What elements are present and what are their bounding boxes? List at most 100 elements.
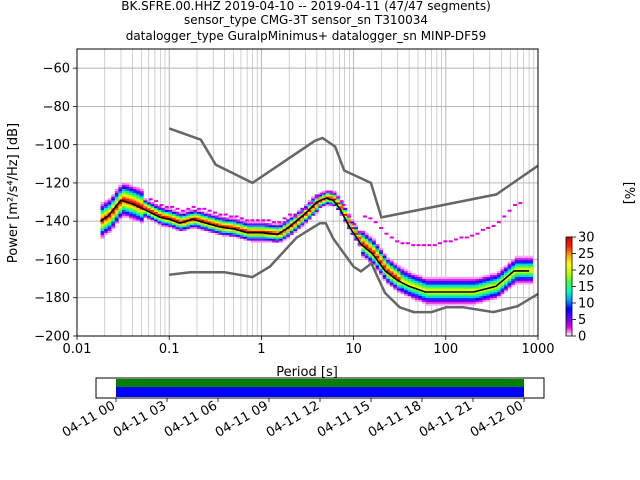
y-tick-label: −200 <box>34 330 70 345</box>
heatmap-cell <box>100 207 105 211</box>
heatmap-outlier <box>518 202 523 205</box>
heatmap-cell <box>479 282 483 285</box>
heatmap-cell <box>386 270 391 274</box>
heatmap-cell <box>229 217 233 220</box>
heatmap-cell <box>200 215 205 218</box>
heatmap-cell <box>489 278 494 281</box>
heatmap-cell <box>107 207 112 211</box>
heatmap-cell <box>454 293 458 297</box>
heatmap-cell <box>211 219 216 222</box>
heatmap-cell <box>386 265 391 268</box>
heatmap-cell <box>396 272 401 276</box>
heatmap-cell <box>136 207 141 211</box>
heatmap-cell <box>479 284 483 287</box>
heatmap-cell <box>439 288 444 291</box>
heatmap-cell <box>429 290 433 293</box>
heatmap-cell <box>111 215 116 218</box>
heatmap-outlier <box>298 211 303 214</box>
heatmap-cell <box>361 246 366 249</box>
heatmap-cell <box>418 299 423 302</box>
heatmap-cell <box>179 213 183 216</box>
heatmap-cell <box>521 265 526 268</box>
heatmap-cell <box>154 209 158 212</box>
heatmap-outlier <box>427 244 432 247</box>
heatmap-cell <box>236 221 241 224</box>
heatmap-cell <box>150 217 155 220</box>
heatmap-cell <box>232 232 237 235</box>
heatmap-cell <box>254 226 258 230</box>
heatmap-cell <box>382 253 387 256</box>
heatmap-cell <box>107 203 112 207</box>
heatmap-cell <box>250 225 255 228</box>
heatmap-cell <box>232 223 237 226</box>
heatmap-cell <box>364 238 369 241</box>
heatmap-cell <box>496 295 501 299</box>
heatmap-cell <box>443 299 448 302</box>
heatmap-cell <box>125 209 130 212</box>
x-tick-label: 1 <box>257 342 265 357</box>
heatmap-cell <box>361 247 366 251</box>
heatmap-cell <box>479 276 483 279</box>
heatmap-cell <box>286 230 291 233</box>
heatmap-cell <box>114 211 119 214</box>
heatmap-cell <box>279 223 283 226</box>
heatmap-cell <box>293 230 298 233</box>
heatmap-cell <box>379 259 383 262</box>
heatmap-cell <box>396 276 401 279</box>
heatmap-cell <box>286 236 291 239</box>
colorbar-label: [%] <box>621 182 636 205</box>
heatmap-cell <box>486 293 491 297</box>
heatmap-cell <box>182 217 187 220</box>
heatmap-cell <box>207 221 212 224</box>
heatmap-cell <box>514 267 519 270</box>
heatmap-cell <box>468 293 473 297</box>
heatmap-cell <box>250 238 255 241</box>
noise-model-high <box>168 127 539 219</box>
heatmap-cell <box>168 207 173 211</box>
heatmap-cell <box>229 221 233 224</box>
heatmap-cell <box>364 236 369 239</box>
heatmap-cell <box>168 217 173 220</box>
heatmap-cell <box>161 225 166 228</box>
heatmap-cell <box>468 295 473 299</box>
heatmap-outlier <box>405 242 410 245</box>
heatmap-cell <box>332 194 337 197</box>
heatmap-cell <box>457 282 462 285</box>
heatmap-cell <box>214 219 219 222</box>
heatmap-cell <box>150 219 155 222</box>
heatmap-cell <box>500 267 505 270</box>
heatmap-cell <box>364 257 369 260</box>
heatmap-cell <box>454 301 458 304</box>
heatmap-cell <box>268 226 273 230</box>
heatmap-cell <box>496 293 501 297</box>
heatmap-cell <box>429 288 433 291</box>
heatmap-cell <box>257 223 262 226</box>
heatmap-cell <box>121 188 126 191</box>
heatmap-cell <box>311 207 316 211</box>
heatmap-cell <box>418 276 423 279</box>
heatmap-cell <box>400 270 405 274</box>
heatmap-outlier <box>229 215 234 218</box>
heatmap-cell <box>393 284 398 287</box>
heatmap-cell <box>514 278 519 281</box>
heatmap-cell <box>325 192 330 195</box>
heatmap-outlier <box>400 242 405 245</box>
heatmap-cell <box>371 242 376 245</box>
heatmap-cell <box>371 261 376 264</box>
heatmap-cell <box>232 230 237 233</box>
heatmap-cell <box>429 295 433 299</box>
heatmap-cell <box>457 286 462 289</box>
heatmap-cell <box>218 230 223 233</box>
heatmap-cell <box>171 209 176 212</box>
heatmap-outlier <box>513 203 518 206</box>
heatmap-cell <box>314 211 319 214</box>
heatmap-cell <box>475 295 480 299</box>
heatmap-cell <box>211 213 216 216</box>
heatmap-cell <box>107 198 112 201</box>
heatmap-cell <box>104 226 108 230</box>
heatmap-cell <box>296 215 301 218</box>
heatmap-outlier <box>218 213 223 216</box>
heatmap-cell <box>396 282 401 285</box>
heatmap-cell <box>507 280 512 283</box>
heatmap-cell <box>318 205 323 209</box>
